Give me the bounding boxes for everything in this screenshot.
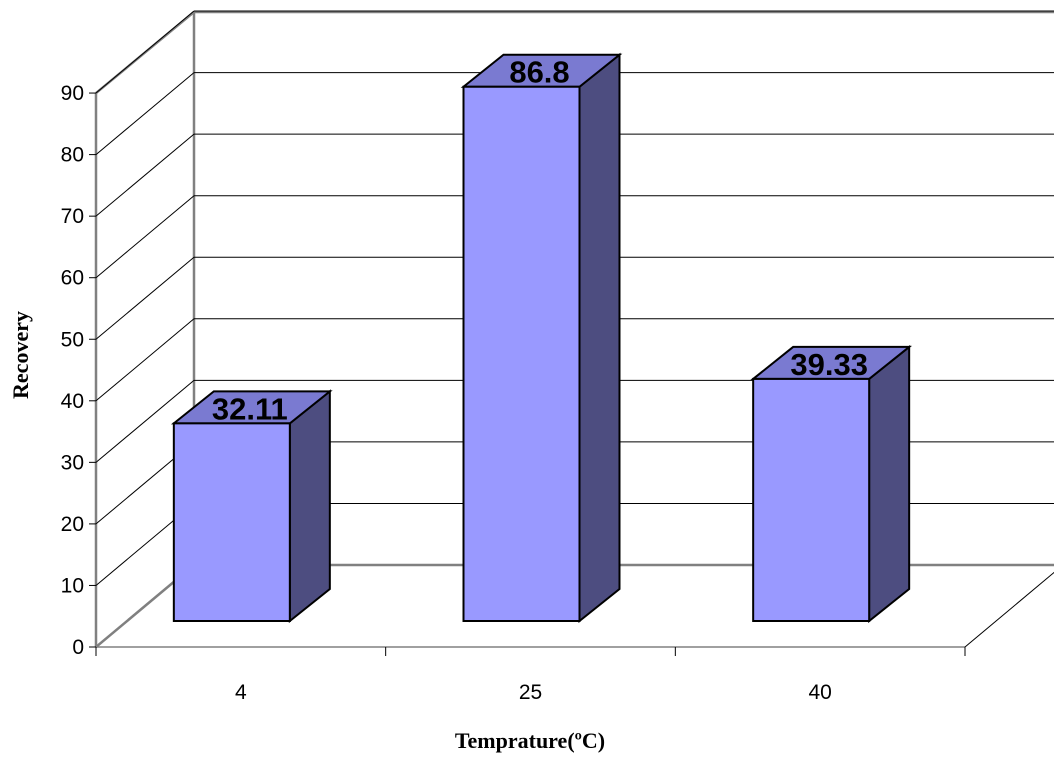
data-labels: 32.11 86.8 39.33 [212, 55, 868, 427]
data-label-40: 39.33 [790, 347, 868, 382]
gridline-side-90 [95, 10, 195, 94]
x-tick-label: 25 [519, 681, 542, 704]
data-label-4: 32.11 [212, 391, 288, 426]
gridlines [95, 10, 1054, 586]
gridline-side-40 [95, 318, 195, 402]
gridline-side-70 [95, 133, 195, 217]
bar-front-face [462, 85, 581, 623]
gridline-side-30 [95, 379, 195, 463]
y-tick-label: 20 [61, 513, 84, 536]
x-axis: 4 25 40 [95, 647, 966, 704]
chart-walls [94, 10, 1054, 648]
bar-side-face [288, 389, 331, 624]
bar-front-face [172, 422, 291, 622]
y-tick-label: 90 [61, 82, 84, 105]
bar-side-face [868, 344, 911, 624]
y-axis: 0 10 20 30 40 50 60 70 80 90 [61, 82, 96, 659]
y-tick-label: 10 [61, 574, 84, 597]
x-axis-title: Temprature(ºC) [455, 728, 605, 753]
y-tick-label: 30 [61, 451, 84, 474]
bar-25 [460, 52, 623, 624]
y-tick-label: 50 [61, 328, 84, 351]
bar-40 [750, 344, 913, 624]
y-axis-title: Recovery [8, 311, 33, 399]
x-tick-label: 4 [235, 681, 247, 704]
bar-front-face [752, 377, 871, 623]
bar-4 [170, 389, 333, 624]
gridline-side-80 [95, 72, 195, 155]
y-tick-label: 70 [61, 205, 84, 228]
y-tick-label: 60 [61, 267, 84, 290]
floor-right-edge [964, 571, 1054, 648]
bars [170, 52, 913, 624]
gridline-side-60 [95, 195, 195, 279]
data-label-25: 86.8 [509, 55, 569, 90]
y-tick-label: 80 [61, 144, 84, 167]
y-tick-label: 40 [61, 390, 84, 413]
gridline-side-50 [95, 256, 195, 340]
x-tick-label: 40 [808, 681, 831, 704]
y-tick-label: 0 [72, 636, 84, 659]
bar-side-face [578, 52, 621, 624]
